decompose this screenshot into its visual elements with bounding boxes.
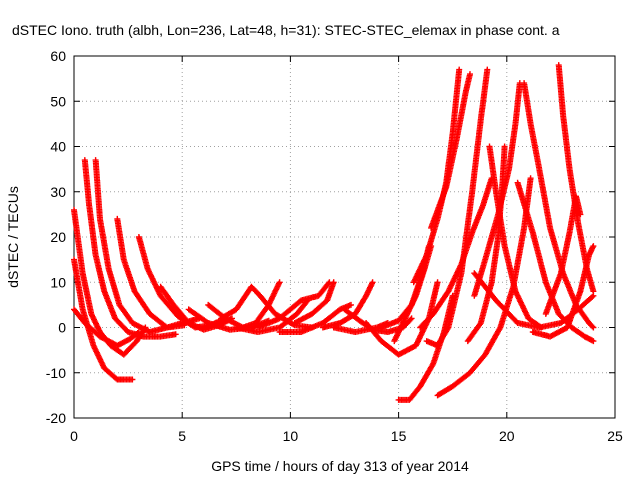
data-point (129, 376, 136, 383)
data-point (276, 279, 283, 286)
y-tick-label: 40 (50, 139, 66, 155)
data-point (172, 331, 179, 338)
y-tick-label: 10 (50, 274, 66, 290)
series-arc-27 (464, 143, 508, 345)
y-tick-label: 30 (50, 184, 66, 200)
data-point (471, 292, 478, 299)
y-tick-label: -20 (46, 410, 66, 426)
series-arc-34 (529, 243, 597, 340)
x-tick-label: 10 (283, 428, 299, 444)
series-arc-6 (114, 215, 203, 331)
data-point (348, 301, 354, 308)
series-arc-24 (428, 71, 473, 231)
x-tick-label: 0 (70, 428, 78, 444)
data-point (589, 293, 596, 300)
series-arc-35 (542, 193, 584, 317)
series-arc-4 (81, 157, 179, 340)
y-tick-label: 50 (50, 93, 66, 109)
data-point (428, 243, 435, 250)
y-axis-label: dSTEC / TECUs (5, 186, 21, 288)
data-point (113, 375, 120, 382)
data-point (434, 279, 441, 286)
series-group (71, 62, 597, 403)
x-tick-label: 25 (607, 428, 623, 444)
data-point (330, 279, 337, 286)
x-tick-label: 15 (391, 428, 407, 444)
series-arc-25 (423, 66, 491, 349)
y-tick-label: -10 (46, 365, 66, 381)
grid (74, 56, 615, 418)
chart-title: dSTEC Iono. truth (albh, Lon=236, Lat=48… (12, 22, 560, 38)
data-point (484, 66, 491, 73)
series-arc-23 (410, 66, 463, 286)
data-point (408, 315, 415, 322)
data-point (590, 243, 597, 250)
y-tick-label: 0 (58, 320, 66, 336)
y-tick-label: 20 (50, 229, 66, 245)
series-arc-33 (471, 270, 597, 331)
data-point (590, 292, 597, 299)
series-arc-30 (521, 80, 597, 331)
series-arc-13 (254, 279, 333, 331)
series-arc-15 (291, 279, 337, 326)
y-tick-label: 60 (50, 48, 66, 64)
x-tick-label: 5 (178, 428, 186, 444)
data-point (590, 324, 597, 331)
x-axis-label: GPS time / hours of day 313 of year 2014 (211, 458, 469, 474)
data-point (467, 71, 473, 78)
y-axis: -20 -10 0 10 20 30 40 50 60 (46, 48, 615, 426)
series-arc-36 (391, 243, 435, 345)
data-point (589, 323, 596, 330)
series-arc-12 (233, 297, 311, 335)
x-axis: 0 5 10 15 20 25 (70, 56, 623, 444)
data-point (369, 279, 376, 286)
data-point (590, 338, 597, 345)
series-arc-22 (417, 175, 495, 331)
data-point (577, 211, 584, 218)
x-tick-label: 20 (499, 428, 515, 444)
data-point (501, 143, 508, 150)
data-point (407, 316, 414, 323)
data-point (456, 66, 463, 73)
data-point (527, 175, 534, 182)
